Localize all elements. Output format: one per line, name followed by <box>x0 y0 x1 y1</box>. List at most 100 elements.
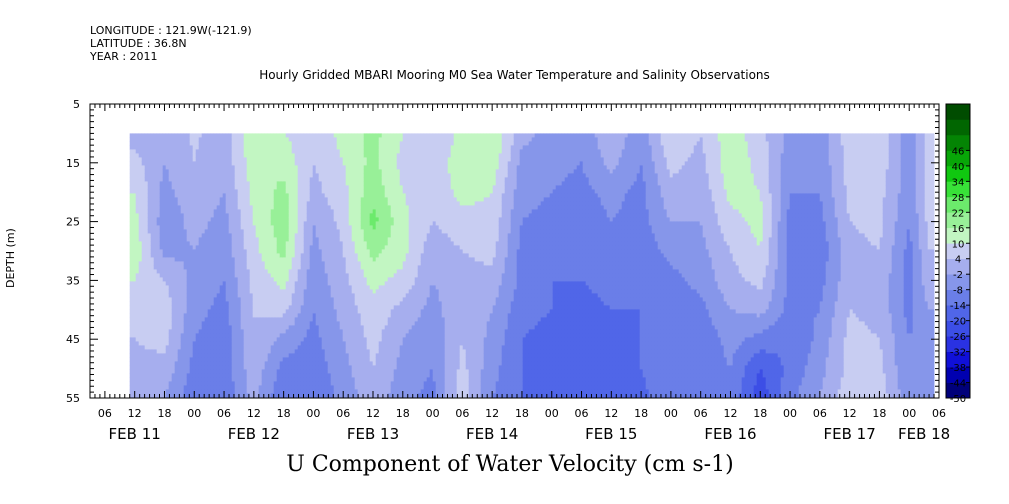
heatmap-cell <box>201 301 206 306</box>
heatmap-cell <box>222 373 227 378</box>
heatmap-cell <box>195 349 200 354</box>
heatmap-cell <box>294 309 299 314</box>
heatmap-cell <box>315 193 320 198</box>
heatmap-cell <box>234 221 239 226</box>
heatmap-cell <box>132 217 137 222</box>
heatmap-cell <box>165 193 170 198</box>
heatmap-cell <box>300 133 305 138</box>
heatmap-cell <box>213 301 218 306</box>
heatmap-cell <box>276 301 281 306</box>
heatmap-cell <box>291 221 296 226</box>
heatmap-cell <box>129 153 134 158</box>
heatmap-cell <box>309 217 314 222</box>
heatmap-cell <box>249 349 254 354</box>
heatmap-cell <box>174 193 179 198</box>
heatmap-cell <box>147 265 152 270</box>
heatmap-cell <box>183 277 188 282</box>
heatmap-cell <box>234 393 239 398</box>
heatmap-cell <box>189 361 194 366</box>
heatmap-cell <box>153 165 158 170</box>
heatmap-cell <box>138 245 143 250</box>
heatmap-cell <box>234 333 239 338</box>
heatmap-cell <box>279 185 284 190</box>
heatmap-cell <box>219 345 224 350</box>
heatmap-cell <box>162 201 167 206</box>
heatmap-cell <box>165 197 170 202</box>
heatmap-cell <box>165 233 170 238</box>
heatmap-cell <box>336 309 341 314</box>
heatmap-cell <box>129 233 134 238</box>
heatmap-cell <box>321 141 326 146</box>
heatmap-cell <box>231 293 236 298</box>
heatmap-cell <box>273 237 278 242</box>
heatmap-cell <box>327 321 332 326</box>
heatmap-cell <box>348 245 353 250</box>
heatmap-cell <box>285 389 290 394</box>
heatmap-cell <box>327 181 332 186</box>
heatmap-cell <box>279 389 284 394</box>
heatmap-cell <box>159 353 164 358</box>
heatmap-cell <box>153 133 158 138</box>
heatmap-cell <box>192 373 197 378</box>
heatmap-cell <box>288 281 293 286</box>
heatmap-cell <box>333 209 338 214</box>
heatmap-cell <box>258 389 263 394</box>
heatmap-cell <box>195 293 200 298</box>
heatmap-cell <box>315 297 320 302</box>
heatmap-cell <box>324 333 329 338</box>
heatmap-cell <box>216 133 221 138</box>
heatmap-cell <box>180 145 185 150</box>
heatmap-cell <box>192 269 197 274</box>
heatmap-cell <box>345 229 350 234</box>
heatmap-cell <box>147 173 152 178</box>
heatmap-cell <box>153 173 158 178</box>
heatmap-cell <box>324 173 329 178</box>
heatmap-cell <box>225 141 230 146</box>
heatmap-cell <box>303 369 308 374</box>
heatmap-cell <box>342 265 347 270</box>
heatmap-cell <box>207 305 212 310</box>
heatmap-cell <box>171 197 176 202</box>
heatmap-cell <box>207 217 212 222</box>
heatmap-cell <box>162 145 167 150</box>
heatmap-cell <box>129 213 134 218</box>
heatmap-cell <box>276 317 281 322</box>
heatmap-cell <box>330 137 335 142</box>
heatmap-cell <box>294 165 299 170</box>
heatmap-cell <box>192 153 197 158</box>
heatmap-cell <box>288 377 293 382</box>
heatmap-cell <box>174 381 179 386</box>
heatmap-cell <box>165 385 170 390</box>
heatmap-cell <box>267 197 272 202</box>
heatmap-cell <box>228 133 233 138</box>
heatmap-cell <box>345 265 350 270</box>
heatmap-cell <box>210 221 215 226</box>
heatmap-cell <box>186 325 191 330</box>
heatmap-cell <box>315 249 320 254</box>
heatmap-cell <box>138 353 143 358</box>
heatmap-cell <box>219 349 224 354</box>
heatmap-cell <box>216 329 221 334</box>
heatmap-cell <box>144 385 149 390</box>
heatmap-cell <box>288 289 293 294</box>
heatmap-cell <box>171 309 176 314</box>
heatmap-cell <box>321 365 326 370</box>
heatmap-cell <box>219 233 224 238</box>
heatmap-cell <box>147 269 152 274</box>
heatmap-cell <box>243 309 248 314</box>
heatmap-cell <box>267 321 272 326</box>
heatmap-cell <box>183 233 188 238</box>
heatmap-cell <box>186 249 191 254</box>
heatmap-cell <box>345 149 350 154</box>
heatmap-cell <box>348 393 353 398</box>
heatmap-cell <box>339 305 344 310</box>
heatmap-cell <box>132 249 137 254</box>
heatmap-cell <box>324 301 329 306</box>
heatmap-cell <box>186 177 191 182</box>
heatmap-cell <box>147 169 152 174</box>
heatmap-cell <box>282 341 287 346</box>
heatmap-cell <box>240 141 245 146</box>
heatmap-cell <box>153 277 158 282</box>
heatmap-cell <box>339 373 344 378</box>
heatmap-cell <box>303 133 308 138</box>
